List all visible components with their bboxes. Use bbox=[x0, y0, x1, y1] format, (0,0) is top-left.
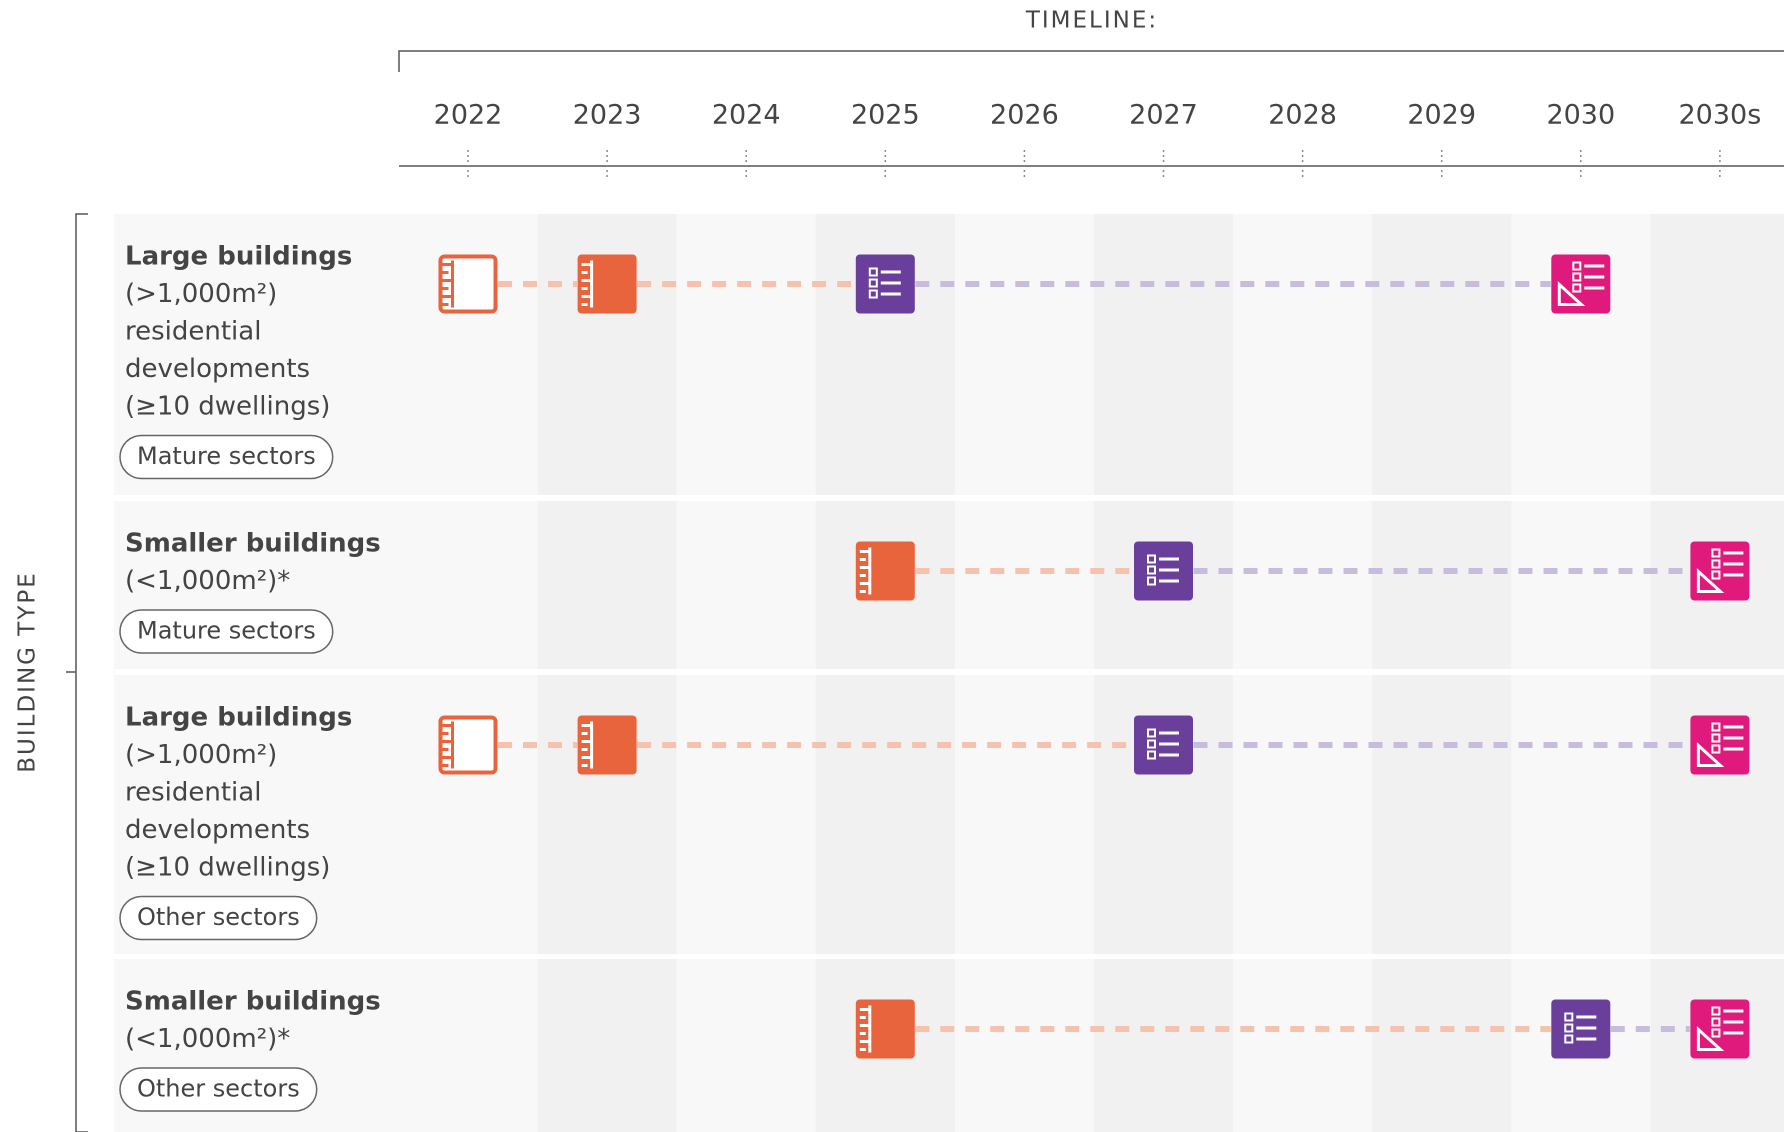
icon-detail bbox=[1711, 570, 1721, 580]
row-title: Large buildings bbox=[125, 703, 352, 733]
year-label: 2026 bbox=[990, 100, 1059, 131]
column-band bbox=[1372, 959, 1512, 1132]
icon-detail bbox=[1572, 283, 1582, 293]
sector-tag-label: Other sectors bbox=[137, 903, 300, 931]
sector-tag bbox=[119, 895, 318, 941]
year-label: 2022 bbox=[434, 100, 503, 131]
column-band bbox=[1372, 675, 1512, 954]
row-title: Smaller buildings bbox=[125, 987, 381, 1017]
row-size: (>1,000m²) bbox=[125, 279, 277, 309]
column-band bbox=[815, 675, 955, 954]
sector-tag-label: Mature sectors bbox=[137, 617, 316, 645]
icon-detail bbox=[1557, 281, 1586, 306]
column-band bbox=[537, 501, 677, 669]
milestone-icon bbox=[438, 254, 498, 314]
icon-detail bbox=[1696, 568, 1725, 593]
icon-detail bbox=[1572, 272, 1582, 282]
year-label: 2027 bbox=[1129, 100, 1198, 131]
year-label: 2029 bbox=[1407, 100, 1476, 131]
row-description: (≥10 dwellings) bbox=[125, 853, 330, 883]
year-label: 2028 bbox=[1268, 100, 1337, 131]
row-size: (<1,000m²)* bbox=[125, 1024, 290, 1054]
year-label: 2030 bbox=[1546, 100, 1615, 131]
sector-tag-label: Mature sectors bbox=[137, 442, 316, 470]
row-description: residential bbox=[125, 778, 261, 808]
icon-detail bbox=[868, 289, 878, 299]
column-band bbox=[1093, 959, 1234, 1132]
year-label: 2030s bbox=[1679, 100, 1762, 131]
icon-detail bbox=[1711, 733, 1721, 743]
icon-detail bbox=[1564, 1034, 1574, 1044]
year-label: 2023 bbox=[573, 100, 642, 131]
year-label: 2025 bbox=[851, 100, 920, 131]
row-size: (>1,000m²) bbox=[125, 740, 277, 770]
sector-tag bbox=[119, 609, 334, 654]
icon-detail bbox=[1147, 739, 1156, 749]
type-bracket bbox=[66, 213, 88, 1132]
milestone-icon bbox=[438, 715, 498, 775]
row-description: developments bbox=[125, 354, 310, 384]
timeline-bracket bbox=[398, 50, 1784, 72]
icon-detail bbox=[1711, 559, 1721, 569]
icon-detail bbox=[868, 267, 878, 277]
row-description: developments bbox=[125, 815, 310, 845]
column-band bbox=[1372, 214, 1512, 495]
column-band bbox=[1650, 214, 1784, 495]
year-label: 2024 bbox=[712, 100, 781, 131]
rows: 2022 2023 2024 2025 2026 2027 2028 2029 2030 2030… bbox=[119, 100, 1762, 1112]
row-title: Smaller buildings bbox=[125, 529, 381, 559]
sector-tag-label: Other sectors bbox=[137, 1075, 300, 1103]
icon-detail bbox=[1696, 742, 1725, 767]
icon-detail bbox=[1711, 548, 1721, 558]
row-size: (<1,000m²)* bbox=[125, 566, 290, 596]
icon-detail bbox=[1564, 1023, 1574, 1033]
icon-detail bbox=[1711, 722, 1721, 732]
row-title: Large buildings bbox=[125, 242, 352, 272]
icon-detail bbox=[1711, 744, 1721, 754]
sector-tag bbox=[119, 434, 334, 480]
row-description: (≥10 dwellings) bbox=[125, 392, 330, 422]
column-band bbox=[537, 959, 677, 1132]
icon-detail bbox=[1711, 1006, 1721, 1016]
row-description: residential bbox=[125, 317, 261, 347]
icon-detail bbox=[1696, 1026, 1725, 1051]
sector-tag bbox=[119, 1067, 318, 1112]
icon-detail bbox=[868, 278, 878, 288]
icon-detail bbox=[1147, 728, 1156, 738]
icon-detail bbox=[1711, 1028, 1721, 1038]
column-band bbox=[1372, 501, 1512, 669]
icon-detail bbox=[1564, 1012, 1574, 1022]
column-band bbox=[1093, 214, 1234, 495]
icon-detail bbox=[1147, 565, 1156, 575]
axis-label: BUILDING TYPE bbox=[15, 571, 41, 773]
timeline-label: TIMELINE: bbox=[1025, 8, 1158, 34]
icon-detail bbox=[1147, 750, 1156, 760]
icon-detail bbox=[1572, 261, 1582, 271]
icon-detail bbox=[1711, 1017, 1721, 1027]
icon-detail bbox=[1147, 554, 1156, 564]
icon-detail bbox=[1147, 576, 1156, 586]
